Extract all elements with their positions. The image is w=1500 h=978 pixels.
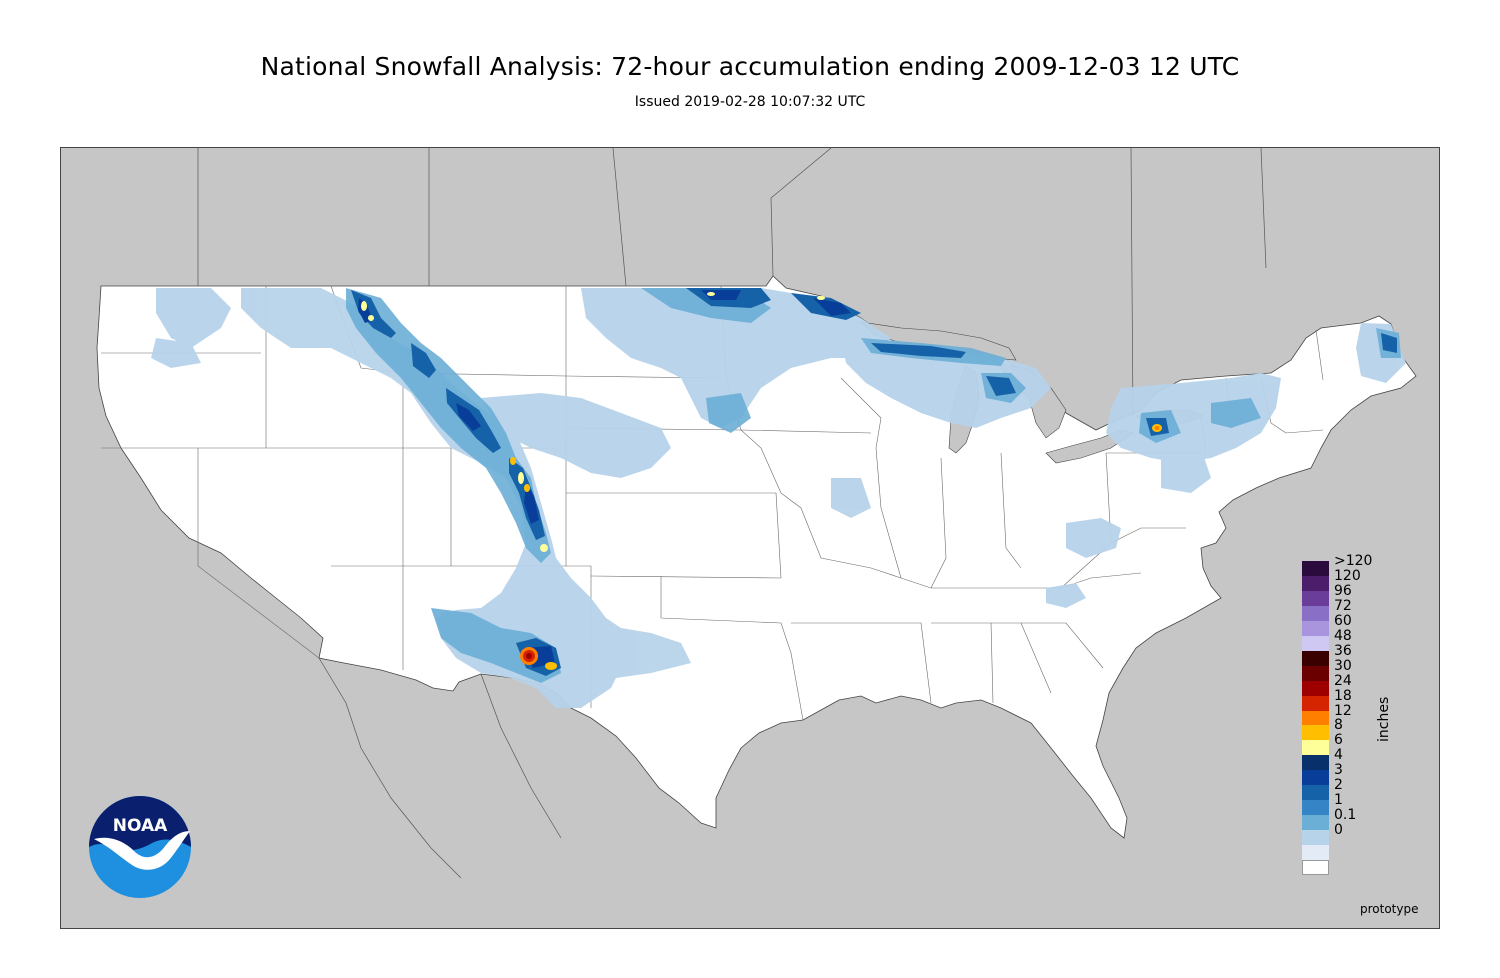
legend-label: 1 <box>1334 792 1343 809</box>
legend-row <box>1302 860 1392 875</box>
legend-swatch <box>1302 620 1329 636</box>
legend-swatch <box>1302 590 1329 606</box>
snowfall-peaks <box>361 292 1162 670</box>
legend-swatch <box>1302 815 1329 831</box>
legend-row: 30 <box>1302 658 1392 681</box>
legend-swatch <box>1302 605 1329 621</box>
legend-row: 2 <box>1302 777 1392 801</box>
legend-swatch <box>1302 725 1329 741</box>
legend-row: 0.1 <box>1302 807 1392 831</box>
legend-row: 18 <box>1302 688 1392 711</box>
legend-swatch <box>1302 680 1329 696</box>
legend-row: 3 <box>1302 762 1392 786</box>
legend-row: 1 <box>1302 792 1392 816</box>
legend-row: 12 <box>1302 703 1392 726</box>
legend-label: 12 <box>1334 702 1352 719</box>
legend-label: 36 <box>1334 642 1352 659</box>
legend-label: 3 <box>1334 762 1343 779</box>
logo-dark-top <box>89 796 191 851</box>
legend-row: 6 <box>1302 732 1392 756</box>
legend-swatch <box>1302 830 1329 846</box>
legend: >120 120 96 72 60 48 36 30 24 18 12 8 6 4 3 2 1 0.1 0 <box>1302 553 1392 875</box>
legend-label: 24 <box>1334 672 1352 689</box>
legend-swatch <box>1302 575 1329 591</box>
legend-label: >120 <box>1334 553 1373 569</box>
map-canvas <box>61 148 1439 928</box>
legend-swatch <box>1302 635 1329 651</box>
legend-row: 120 <box>1302 568 1392 591</box>
legend-label: 0.1 <box>1334 807 1357 824</box>
legend-label: 8 <box>1334 717 1343 734</box>
legend-row: 24 <box>1302 673 1392 696</box>
legend-row: 72 <box>1302 598 1392 621</box>
legend-row: 60 <box>1302 613 1392 636</box>
logo-gull-white <box>94 831 190 870</box>
legend-row: 36 <box>1302 643 1392 666</box>
prototype-label: prototype <box>1360 902 1419 916</box>
legend-label: 72 <box>1334 597 1352 614</box>
legend-row: 48 <box>1302 628 1392 651</box>
international-context-lines <box>197 148 1267 879</box>
legend-row: 4 <box>1302 747 1392 771</box>
legend-label: 60 <box>1334 612 1352 629</box>
legend-swatch <box>1302 650 1329 666</box>
legend-swatch <box>1302 785 1329 801</box>
legend-label: 4 <box>1334 747 1343 764</box>
logo-text: NOAA <box>113 816 168 836</box>
legend-label: 6 <box>1334 732 1343 749</box>
legend-unit-label: inches <box>1376 696 1392 742</box>
legend-label: 48 <box>1334 627 1352 644</box>
legend-label: 18 <box>1334 687 1352 704</box>
legend-row: >120 <box>1302 553 1392 576</box>
legend-label: 120 <box>1334 567 1361 584</box>
legend-label: 96 <box>1334 582 1352 599</box>
legend-swatch <box>1302 665 1329 681</box>
legend-swatch <box>1302 710 1329 726</box>
legend-label: 30 <box>1334 657 1352 674</box>
legend-swatch <box>1302 845 1329 861</box>
issued-timestamp: Issued 2019-02-28 10:07:32 UTC <box>634 94 866 110</box>
legend-row <box>1302 845 1392 861</box>
legend-label: 0 <box>1334 822 1343 839</box>
legend-swatch <box>1302 740 1329 756</box>
legend-swatch <box>1302 770 1329 786</box>
page-title: National Snowfall Analysis: 72-hour accu… <box>260 52 1240 81</box>
legend-row: 8 <box>1302 717 1392 741</box>
legend-swatch <box>1302 755 1329 771</box>
legend-swatch <box>1302 695 1329 711</box>
legend-swatch <box>1302 860 1329 875</box>
legend-swatch <box>1302 800 1329 816</box>
map-panel <box>60 147 1440 929</box>
noaa-logo-icon: NOAA <box>89 796 191 898</box>
legend-label: 2 <box>1334 777 1343 794</box>
legend-row: 96 <box>1302 583 1392 606</box>
legend-swatch <box>1302 561 1329 576</box>
legend-row: 0 <box>1302 822 1392 846</box>
